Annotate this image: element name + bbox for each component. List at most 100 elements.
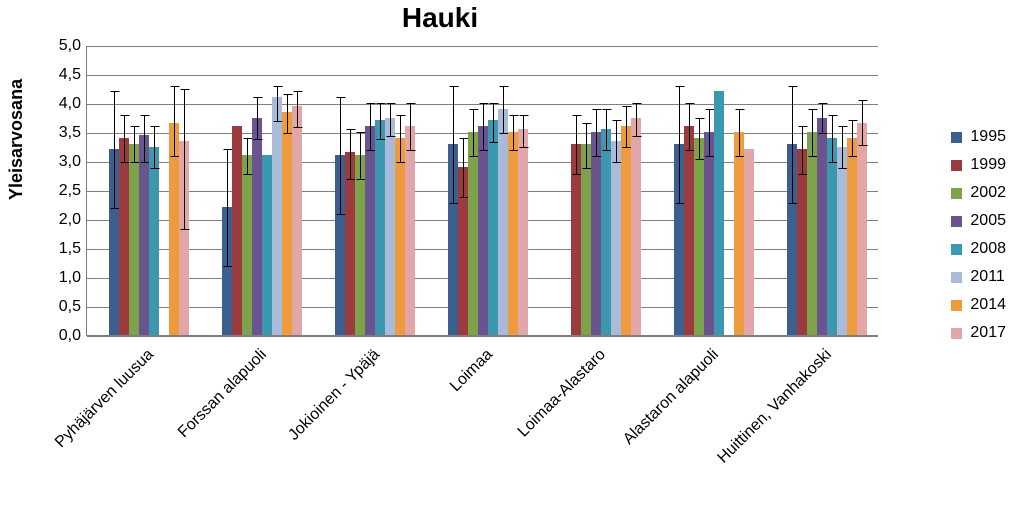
error-bar <box>360 133 361 179</box>
error-bar <box>616 121 617 162</box>
error-bar <box>370 104 371 150</box>
error-bar <box>812 110 813 156</box>
error-bar <box>689 104 690 150</box>
bar <box>149 147 159 336</box>
bar <box>129 144 139 335</box>
error-bar <box>410 104 411 150</box>
grid-line <box>87 46 878 47</box>
bar <box>232 126 242 335</box>
bar <box>601 129 611 335</box>
bar <box>631 118 641 336</box>
legend: 1995 1999 2002 2005 2008 2011 2014 2017 <box>951 128 1006 352</box>
error-bar <box>257 98 258 139</box>
legend-item: 1995 <box>951 128 1006 146</box>
bar <box>621 126 631 335</box>
bar <box>272 97 282 335</box>
legend-label: 1995 <box>970 128 1006 146</box>
error-bar <box>154 127 155 168</box>
bar <box>498 109 508 335</box>
bar <box>704 132 714 335</box>
error-bar <box>453 87 454 203</box>
bar <box>405 126 415 335</box>
bar <box>827 138 837 335</box>
error-bar <box>483 104 484 150</box>
error-bar <box>626 107 627 148</box>
bar <box>611 141 621 335</box>
bar <box>468 132 478 335</box>
error-bar <box>493 104 494 142</box>
legend-swatch <box>951 188 962 199</box>
error-bar <box>124 116 125 162</box>
x-tick-label: Alastaron alapuoli <box>620 346 723 449</box>
bar <box>518 129 528 335</box>
error-bar <box>144 116 145 162</box>
error-bar <box>792 87 793 203</box>
legend-item: 2014 <box>951 296 1006 314</box>
error-bar <box>606 110 607 151</box>
legend-swatch <box>951 132 962 143</box>
legend-label: 2011 <box>970 268 1004 286</box>
legend-item: 2002 <box>951 184 1006 202</box>
error-bar <box>134 127 135 162</box>
error-bar <box>350 130 351 179</box>
y-tick-label: 1,0 <box>59 269 81 287</box>
error-bar <box>297 92 298 127</box>
error-bar <box>586 124 587 168</box>
error-bar <box>523 116 524 148</box>
legend-label: 2005 <box>970 212 1006 230</box>
error-bar <box>596 110 597 156</box>
bar <box>375 120 385 335</box>
bar <box>252 118 262 336</box>
error-bar <box>832 116 833 162</box>
y-tick-label: 2,5 <box>59 182 81 200</box>
bar <box>684 126 694 335</box>
error-bar <box>852 121 853 156</box>
error-bar <box>822 104 823 133</box>
bar <box>581 144 591 335</box>
legend-label: 2014 <box>970 296 1006 314</box>
bar <box>734 132 744 335</box>
grid-line <box>87 336 878 337</box>
legend-label: 1999 <box>970 156 1006 174</box>
bar <box>837 147 847 336</box>
bar <box>262 155 272 335</box>
bar <box>292 106 302 335</box>
legend-swatch <box>951 328 962 339</box>
legend-swatch <box>951 300 962 311</box>
legend-label: 2008 <box>970 240 1006 258</box>
error-bar <box>842 127 843 168</box>
error-bar <box>174 87 175 157</box>
y-tick-label: 0,0 <box>59 327 81 345</box>
grid-line <box>87 75 878 76</box>
bar <box>242 155 252 335</box>
chart-container: Hauki Yleisarvosana 0,00,51,01,52,02,53,… <box>0 0 1024 509</box>
bar <box>857 123 867 335</box>
error-bar <box>503 87 504 133</box>
y-tick-label: 3,5 <box>59 124 81 142</box>
bar <box>591 132 601 335</box>
error-bar <box>862 101 863 145</box>
legend-swatch <box>951 272 962 283</box>
bar <box>744 149 754 335</box>
error-bar <box>390 104 391 136</box>
error-bar <box>473 110 474 156</box>
bar <box>355 155 365 335</box>
bar <box>508 132 518 335</box>
bar <box>139 135 149 335</box>
y-tick-label: 2,0 <box>59 211 81 229</box>
error-bar <box>802 127 803 173</box>
error-bar <box>679 87 680 203</box>
y-tick-label: 5,0 <box>59 37 81 55</box>
bar <box>365 126 375 335</box>
error-bar <box>513 116 514 151</box>
error-bar <box>247 139 248 174</box>
bar <box>119 138 129 335</box>
bar <box>714 91 724 335</box>
bar <box>797 149 807 335</box>
bar <box>807 132 817 335</box>
bar <box>385 118 395 336</box>
legend-swatch <box>951 244 962 255</box>
legend-item: 2011 <box>951 268 1006 286</box>
bar <box>282 112 292 335</box>
legend-item: 2017 <box>951 324 1006 342</box>
